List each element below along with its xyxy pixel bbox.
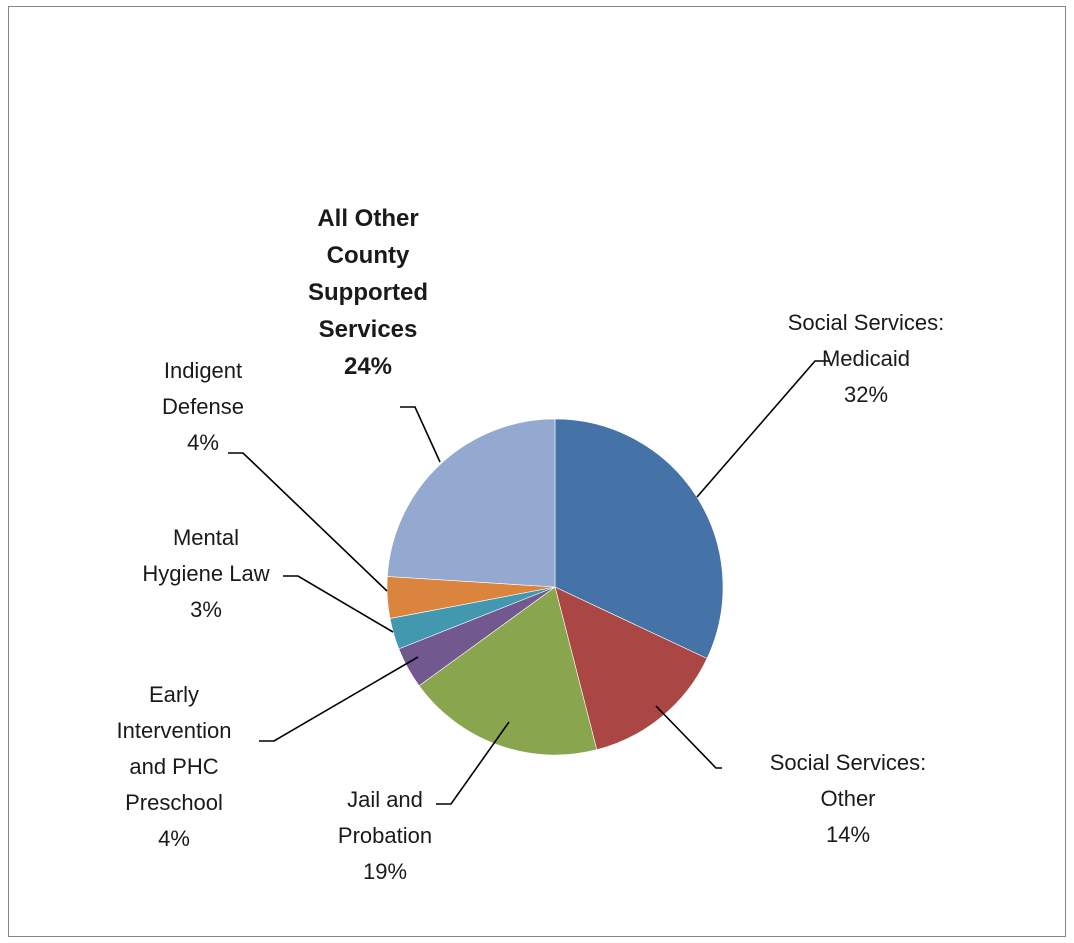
slice-label-4: Mental Hygiene Law 3% (142, 525, 269, 622)
slice-name-line: County (327, 242, 410, 269)
pie-slice-1 (554, 586, 708, 751)
slice-name-line: Social Services: (770, 750, 927, 775)
slice-name-line: Intervention (117, 718, 232, 743)
slice-name-line: Early (149, 682, 199, 707)
leader-line-4 (283, 575, 394, 633)
slice-name-line: Social Services: (788, 310, 945, 335)
slice-name-line: and PHC (129, 754, 218, 779)
pie-slice-0 (554, 418, 724, 659)
slice-labels: Social Services: Medicaid 32%Social Servic… (117, 205, 945, 884)
slice-value-label: 4% (187, 430, 219, 455)
slice-label-3: Early Intervention and PHC Preschool 4% (117, 682, 232, 851)
leader-line-5 (228, 452, 388, 592)
leader-line-6 (400, 406, 441, 463)
slice-label-6: All Other County Supported Services 24% (308, 205, 428, 380)
slice-value-label: 32% (844, 382, 888, 407)
slice-name-line: Other (820, 786, 875, 811)
slice-label-2: Jail and Probation 19% (338, 787, 432, 884)
slice-name-line: Supported (308, 279, 428, 306)
slice-value-label: 4% (158, 826, 190, 851)
slice-value-label: 19% (363, 859, 407, 884)
pie-slices (386, 418, 724, 756)
leader-line-1 (655, 705, 722, 769)
slice-value-label: 14% (826, 822, 870, 847)
leader-line-3 (259, 656, 419, 742)
slice-name-line: Mental (173, 525, 239, 550)
slice-name-line: Indigent (164, 358, 242, 383)
slice-label-0: Social Services: Medicaid 32% (788, 310, 945, 407)
pie-slice-2 (418, 586, 598, 756)
slice-name-line: Services (319, 316, 418, 343)
slice-name-line: Medicaid (822, 346, 910, 371)
slice-name-line: Defense (162, 394, 244, 419)
slice-label-5: Indigent Defense 4% (162, 358, 244, 455)
leader-line-0 (696, 360, 830, 498)
slice-name-line: All Other (317, 205, 418, 232)
slice-name-line: Jail and (347, 787, 423, 812)
pie-slice-6 (387, 418, 556, 588)
slice-value-label: 3% (190, 597, 222, 622)
slice-label-1: Social Services: Other 14% (770, 750, 927, 847)
leader-line-2 (436, 721, 510, 805)
slice-name-line: Probation (338, 823, 432, 848)
slice-name-line: Hygiene Law (142, 561, 269, 586)
leader-lines (228, 360, 830, 805)
slice-name-line: Preschool (125, 790, 223, 815)
slice-value-label: 24% (344, 353, 392, 380)
